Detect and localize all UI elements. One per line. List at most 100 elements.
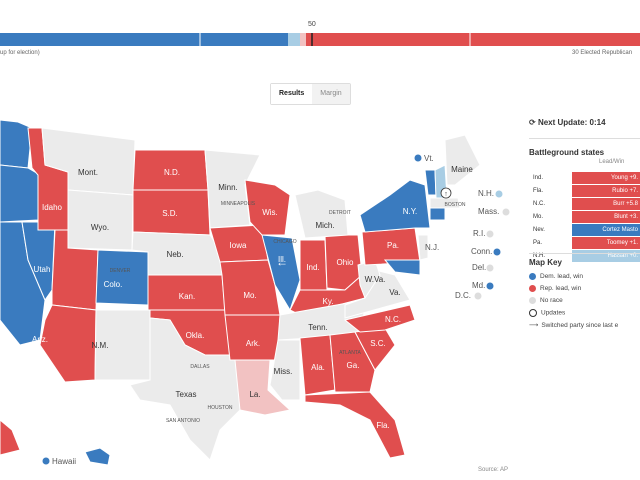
label-ky: Ky.	[323, 297, 334, 306]
update-icon[interactable]	[440, 187, 452, 199]
dot-hi[interactable]	[42, 457, 50, 465]
label-va: Va.	[389, 288, 400, 297]
label-vt: Vt.	[424, 154, 434, 163]
state-co[interactable]	[95, 249, 149, 306]
state-wy[interactable]	[67, 189, 134, 251]
state-ny[interactable]	[359, 179, 431, 233]
tab-results[interactable]: Results	[271, 84, 313, 104]
state-ga[interactable]	[329, 331, 376, 393]
state-fl[interactable]	[304, 391, 406, 459]
label-wi: Wis.	[262, 208, 278, 217]
state-az[interactable]	[39, 304, 97, 383]
dot-ri[interactable]	[486, 230, 494, 238]
majority-label: 50	[308, 21, 316, 28]
battleground-state: N.C.	[533, 201, 545, 207]
battleground-leader: Burr +5.8	[572, 198, 640, 210]
dot-vt[interactable]	[414, 154, 422, 162]
battleground-row[interactable]: N.C. Burr +5.8	[529, 198, 640, 211]
battleground-row[interactable]: Mo. Blunt +3.	[529, 211, 640, 224]
state-la[interactable]	[234, 359, 292, 416]
battleground-state: Mo.	[533, 214, 544, 220]
label-ne: Neb.	[167, 250, 184, 259]
label-nm: N.M.	[92, 341, 109, 350]
key-none-label: No race	[540, 297, 563, 305]
state-nj[interactable]	[417, 234, 429, 261]
key-rep: Rep. lead, win	[529, 285, 581, 292]
label-nc: N.C.	[385, 315, 401, 324]
tracker-right-label: 30 Elected Republican	[572, 50, 633, 56]
battleground-leader: Blunt +3.	[572, 211, 640, 223]
dot-md[interactable]	[486, 282, 494, 290]
battleground-leader: Cortez Masto	[572, 224, 640, 236]
dot-ma[interactable]	[502, 208, 510, 216]
seat-tracker-bar	[0, 33, 640, 46]
label-pa: Pa.	[387, 241, 399, 250]
label-ny: N.Y.	[403, 207, 418, 216]
state-ms[interactable]	[269, 339, 301, 401]
dot-ct[interactable]	[493, 248, 501, 256]
state-tx[interactable]	[129, 317, 241, 461]
battleground-row[interactable]: Fla. Rubio +7.	[529, 185, 640, 198]
tab-margin[interactable]: Margin	[312, 84, 350, 104]
state-ma[interactable]	[429, 197, 461, 209]
state-wi[interactable]	[244, 179, 291, 236]
state-ak[interactable]	[0, 419, 21, 456]
battleground-row[interactable]: Ind. Young +9.	[529, 172, 640, 185]
state-mn[interactable]	[204, 149, 261, 229]
divider	[529, 253, 640, 254]
state-mi[interactable]	[294, 189, 349, 239]
city-boston: BOSTON	[444, 202, 465, 208]
key-switched-label: Switched party since last e	[541, 322, 619, 329]
label-co: Colo.	[104, 280, 123, 289]
view-toggle: Results Margin	[270, 83, 351, 105]
label-nd: N.D.	[164, 168, 180, 177]
state-ct[interactable]	[429, 207, 446, 221]
city-dallas: DALLAS	[190, 364, 210, 370]
label-de: Del.	[472, 263, 486, 272]
battleground-state: Fla.	[533, 188, 544, 194]
battleground-leader: Hassan +0.	[572, 250, 640, 262]
battleground-row[interactable]: Pa. Toomey +1.	[529, 237, 640, 250]
rep-swatch	[529, 285, 536, 292]
city-denver: DENVER	[110, 268, 131, 274]
label-ma: Mass.	[478, 207, 499, 216]
label-il: Ill.	[278, 255, 286, 264]
rep-bar	[306, 33, 640, 46]
label-mi: Mich.	[315, 221, 334, 230]
state-wa[interactable]	[0, 119, 33, 169]
label-md: Md.	[472, 281, 485, 290]
city-houston: HOUSTON	[208, 405, 233, 411]
key-updates-label: Updates	[541, 309, 566, 317]
state-vt[interactable]	[424, 169, 437, 196]
source-note: Source: AP	[478, 467, 509, 473]
state-nc[interactable]	[343, 304, 416, 333]
label-nh: N.H.	[478, 189, 494, 198]
key-dem-label: Dem. lead, win	[540, 273, 583, 281]
state-ar[interactable]	[224, 314, 281, 361]
key-dem: Dem. lead, win	[529, 273, 583, 280]
tracker-left-label: up for election)	[0, 50, 40, 56]
state-hi[interactable]	[84, 447, 111, 466]
label-oh: Ohio	[337, 258, 354, 267]
map-key-title: Map Key	[529, 258, 562, 267]
dot-nh[interactable]	[495, 190, 503, 198]
state-md[interactable]	[383, 259, 421, 276]
label-la: La.	[249, 390, 260, 399]
dot-de[interactable]	[486, 264, 494, 272]
city-atlanta: ATLANTA	[339, 350, 361, 356]
label-mn: Minn.	[218, 183, 238, 192]
refresh-icon[interactable]: ⟳	[529, 118, 536, 127]
label-hi: Hawaii	[52, 457, 76, 466]
city-minneapolis: MINNEAPOLIS	[221, 201, 256, 207]
label-ms: Miss.	[274, 367, 293, 376]
battleground-state: N.H.	[533, 253, 545, 259]
label-wv: W.Va.	[365, 275, 386, 284]
label-sd: S.D.	[162, 209, 178, 218]
dot-dc[interactable]	[474, 292, 482, 300]
update-icon-glyph: ↑	[444, 191, 448, 198]
label-wy: Wyo.	[91, 223, 109, 232]
battleground-row[interactable]: Nev. Cortez Masto	[529, 224, 640, 237]
label-ct: Conn.	[471, 247, 492, 256]
state-or[interactable]	[0, 164, 41, 223]
state-me[interactable]	[444, 134, 481, 186]
